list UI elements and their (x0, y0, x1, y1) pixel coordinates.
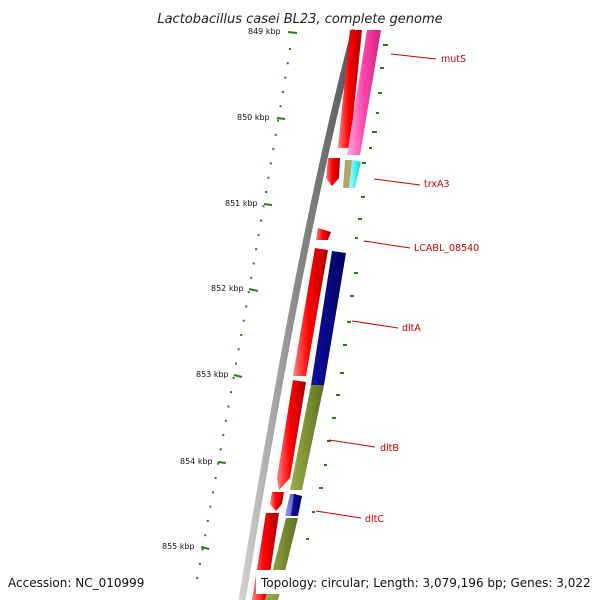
skew-mark (362, 162, 366, 164)
skew-mark (281, 90, 284, 93)
skew-mark (340, 372, 344, 374)
skew-mark (247, 291, 250, 294)
skew-mark (332, 417, 336, 419)
skew-mark (242, 319, 245, 322)
skew-mark (354, 272, 358, 274)
skew-mark (380, 67, 384, 69)
gene-label-LCABL_08540[interactable]: LCABL_08540 (414, 243, 479, 254)
skew-mark (260, 219, 263, 222)
skew-mark (279, 105, 282, 108)
cds-feature-trxA3[interactable] (326, 158, 340, 186)
skew-mark (347, 321, 351, 323)
skew-mark (204, 534, 207, 537)
cds-feature-dltB[interactable] (277, 380, 306, 490)
cog-feature-trxA3[interactable] (349, 160, 361, 188)
skew-mark (350, 295, 354, 297)
skew-mark (257, 233, 260, 236)
skew-mark (245, 305, 248, 308)
topology-text: Topology: circular; Length: 3,079,196 bp… (260, 576, 591, 590)
skew-mark (201, 548, 204, 551)
cds-feature-mutS[interactable] (338, 30, 362, 148)
skew-mark (383, 44, 388, 46)
skew-mark (336, 394, 340, 396)
cds-feature-LCABL_08540[interactable] (316, 228, 331, 240)
gene-label-dltA[interactable]: dltA (402, 323, 421, 334)
cds-feature-dltA[interactable] (293, 248, 328, 376)
tick-label: 850 kbp (237, 113, 270, 122)
skew-mark (209, 505, 212, 508)
skew-mark (222, 434, 225, 437)
skew-mark (235, 362, 238, 365)
skew-mark (262, 205, 265, 208)
tick-mark (200, 31, 298, 550)
cds-feature-dltC[interactable] (270, 492, 284, 511)
tick-label: 852 kbp (211, 284, 244, 293)
skew-mark (224, 419, 227, 422)
tick-label: 854 kbp (180, 457, 213, 466)
cog-feature-dltA[interactable] (311, 251, 346, 385)
tick-label: 855 kbp (162, 542, 195, 551)
skew-mark (267, 176, 270, 179)
skew-mark (227, 405, 230, 408)
gene-label-group: mutS trxA3 LCABL_08540 dltA dltB dltC (315, 53, 479, 525)
skew-mark (265, 191, 267, 193)
gc-skew-track (196, 44, 388, 580)
skew-mark (306, 538, 309, 540)
skew-mark (378, 92, 382, 94)
skew-mark (237, 348, 240, 351)
skew-mark (269, 162, 272, 165)
tick-label: 853 kbp (196, 370, 229, 379)
skew-mark (376, 112, 379, 114)
cog-feature-dltB[interactable] (290, 385, 324, 490)
cog-track (265, 30, 381, 600)
skew-mark (369, 147, 372, 149)
genome-backbone (238, 29, 359, 600)
skew-mark (214, 477, 217, 479)
footer-topology-bg (256, 570, 600, 594)
skew-mark (286, 62, 289, 65)
skew-mark (198, 562, 201, 565)
skew-mark (206, 519, 209, 522)
skew-mark (252, 262, 255, 265)
skew-mark (289, 48, 291, 50)
skew-mark (212, 491, 214, 494)
skew-mark (312, 511, 315, 513)
accession-text: Accession: NC_010999 (8, 576, 144, 590)
skew-mark (196, 577, 199, 580)
skew-mark (343, 344, 347, 346)
skew-mark (355, 237, 358, 239)
skew-mark (319, 487, 323, 489)
map-title: Lactobacillus casei BL23, complete genom… (157, 12, 442, 27)
skew-mark (327, 440, 331, 442)
gene-label-dltC[interactable]: dltC (365, 514, 384, 525)
gene-label-mutS[interactable]: mutS (441, 54, 466, 65)
cog-feature-mutS[interactable] (347, 30, 381, 155)
skew-mark (240, 334, 243, 336)
skew-mark (255, 248, 258, 251)
skew-mark (274, 133, 277, 136)
skew-mark (232, 376, 235, 379)
skew-mark (230, 391, 232, 394)
skew-mark (217, 462, 220, 465)
skew-mark (361, 196, 365, 198)
skew-mark (358, 218, 362, 220)
cog-feature-dltC-b[interactable] (291, 494, 302, 516)
tick-label: 849 kbp (248, 27, 281, 36)
skew-mark (250, 276, 253, 279)
skew-mark (324, 464, 327, 466)
skew-mark (277, 119, 280, 122)
gene-label-trxA3[interactable]: trxA3 (424, 179, 450, 190)
tick-label: 851 kbp (225, 199, 258, 208)
skew-mark (219, 448, 222, 451)
skew-mark (372, 131, 377, 133)
skew-mark (284, 76, 287, 79)
gene-label-dltB[interactable]: dltB (380, 443, 399, 454)
skew-mark (272, 148, 275, 151)
